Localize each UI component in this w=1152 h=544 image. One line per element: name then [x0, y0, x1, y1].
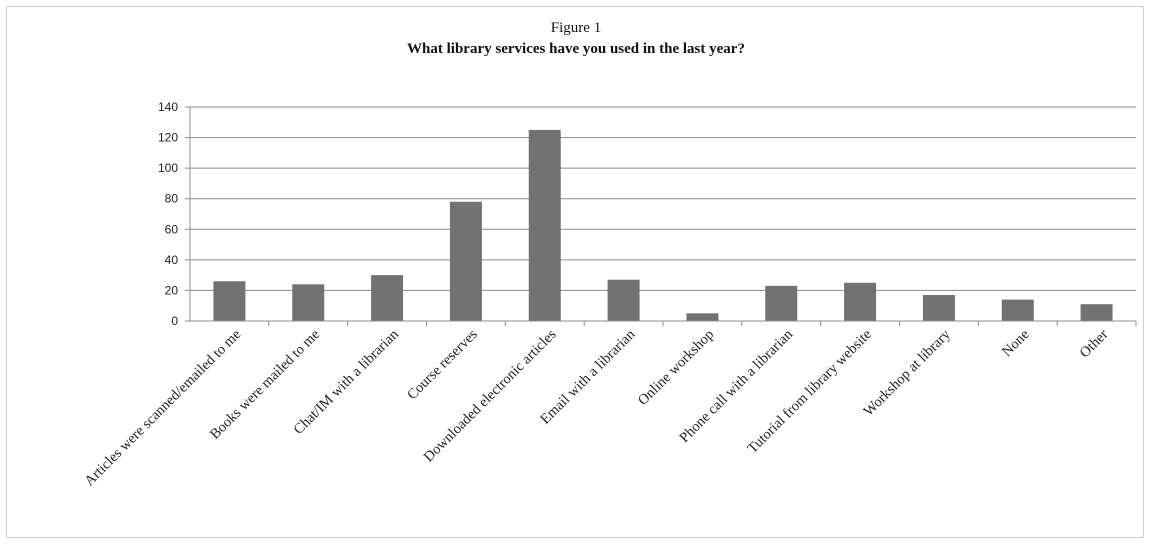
bar — [922, 295, 955, 321]
y-tick-label: 40 — [165, 253, 179, 267]
bar — [686, 313, 719, 321]
y-tick-label: 100 — [158, 161, 178, 175]
figure-frame — [6, 6, 1144, 538]
x-tick-label: Course reserves — [404, 326, 481, 403]
y-tick-label: 120 — [158, 131, 178, 145]
x-tick-label: Articles were scanned/emailed to me — [81, 327, 244, 490]
bars — [213, 129, 1113, 321]
bar — [449, 201, 482, 321]
bar — [844, 282, 877, 321]
bar — [607, 279, 640, 321]
y-tick-label: 20 — [165, 283, 179, 297]
x-tick-label: Downloaded electronic articles — [421, 326, 560, 465]
x-axis-labels: Articles were scanned/emailed to meBooks… — [81, 321, 1137, 490]
bar — [1080, 304, 1113, 321]
y-tick-label: 0 — [171, 314, 178, 328]
bar — [213, 281, 246, 321]
bar — [292, 284, 325, 321]
bar — [528, 129, 561, 321]
bar — [1001, 299, 1034, 321]
x-tick-label: None — [999, 327, 1033, 361]
y-tick-label: 60 — [165, 222, 179, 236]
x-tick-label: Online workshop — [635, 327, 717, 409]
figure-label: Figure 1 — [550, 20, 602, 36]
bar — [765, 285, 798, 321]
x-tick-label: Other — [1077, 326, 1112, 361]
gridlines — [190, 106, 1136, 291]
x-tick-label: Workshop at library — [861, 326, 955, 420]
chart-title: What library services have you used in t… — [407, 41, 745, 57]
y-tick-label: 80 — [165, 192, 179, 206]
bar — [371, 275, 404, 321]
y-tick-label: 140 — [158, 100, 178, 114]
y-axis-ticks: 0 20 40 60 80 100 120 140 — [158, 100, 190, 328]
